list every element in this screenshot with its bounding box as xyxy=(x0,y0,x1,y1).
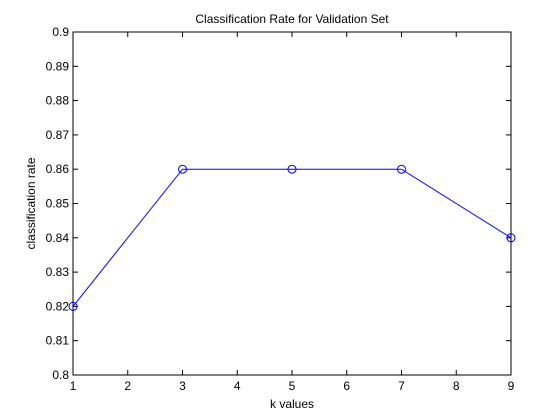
x-tick-label: 3 xyxy=(179,379,186,393)
y-tick-label: 0.88 xyxy=(46,94,70,108)
x-tick-label: 5 xyxy=(289,379,296,393)
x-tick-label: 9 xyxy=(508,379,515,393)
series-line xyxy=(72,168,512,307)
y-tick-label: 0.84 xyxy=(46,231,70,245)
chart-title: Classification Rate for Validation Set xyxy=(195,12,389,26)
y-tick-label: 0.82 xyxy=(46,299,70,313)
x-tick-labels: 1 2 3 4 5 6 7 8 9 xyxy=(70,379,515,393)
y-tick-label: 0.8 xyxy=(52,368,69,382)
data-point-marker xyxy=(397,164,406,174)
x-tick-label: 2 xyxy=(124,379,131,393)
y-tick-labels: 0.8 0.81 0.82 0.83 0.84 0.85 0.86 0.87 0.88 0.89 0… xyxy=(46,25,70,382)
x-tick-label: 8 xyxy=(453,379,460,393)
y-tick-label: 0.9 xyxy=(52,25,69,39)
y-tick-label: 0.81 xyxy=(46,334,70,348)
y-axis-label: classification rate xyxy=(24,157,38,249)
data-point-marker xyxy=(178,164,187,174)
y-tick-label: 0.83 xyxy=(46,265,70,279)
y-tick-label: 0.89 xyxy=(46,59,70,73)
x-axis-label: k values xyxy=(270,397,314,411)
x-tick-label: 1 xyxy=(70,379,77,393)
y-tick-label: 0.87 xyxy=(46,128,70,142)
axes-box xyxy=(72,31,512,376)
x-tick-label: 6 xyxy=(343,379,350,393)
x-tick-label: 4 xyxy=(234,379,241,393)
data-point-marker xyxy=(287,164,297,174)
y-tick-label: 0.86 xyxy=(46,162,70,176)
y-tick-label: 0.85 xyxy=(46,197,70,211)
x-tick-label: 7 xyxy=(398,379,405,393)
plot-area xyxy=(73,32,511,375)
